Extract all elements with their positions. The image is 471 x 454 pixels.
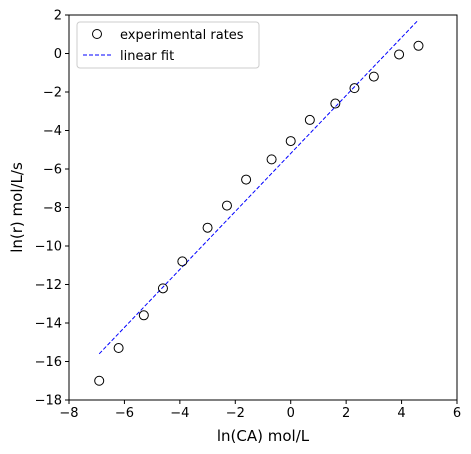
y-tick-label: −4 (43, 124, 62, 139)
data-point (113, 343, 124, 354)
y-tick-label: 2 (54, 9, 62, 24)
y-tick-label: −18 (35, 394, 62, 409)
data-point (94, 375, 105, 386)
plot-frame (68, 14, 458, 401)
data-point (394, 49, 405, 60)
legend-label-experimental-rates: experimental rates (120, 28, 244, 43)
data-point (177, 256, 188, 267)
axis-ticks: −8 −6 −4 −2 0 2 4 6 2 0 −2 −4 −6 −8 −10 −12 −14 −16 −18 (35, 9, 462, 422)
legend-box (76, 21, 260, 69)
x-axis-label: ln(CA) mol/L (217, 427, 310, 445)
data-point (221, 200, 232, 211)
data-point (304, 114, 315, 125)
y-tick-label: −6 (43, 163, 62, 178)
x-tick-label: 0 (287, 406, 295, 421)
data-point (349, 83, 360, 94)
data-point (266, 154, 277, 165)
y-tick-label: −16 (35, 355, 62, 370)
legend-marker-experimental-rates (92, 29, 102, 39)
data-point (285, 136, 296, 147)
y-axis-label: ln(r) mol/L/s (8, 162, 26, 253)
x-tick-label: −2 (226, 406, 245, 421)
fit-line (98, 19, 419, 355)
data-point (202, 222, 213, 233)
x-tick-label: 4 (397, 406, 405, 421)
data-point (413, 40, 424, 51)
y-tick-label: 0 (54, 47, 62, 62)
x-tick-label: −4 (170, 406, 189, 421)
y-tick-label: −2 (43, 86, 62, 101)
data-point (330, 98, 341, 109)
data-point (138, 310, 149, 321)
y-tick-label: −12 (35, 278, 62, 293)
x-tick-label: −6 (115, 406, 134, 421)
legend-label-linear-fit: linear fit (120, 49, 174, 64)
legend: experimental rates linear fit (76, 21, 260, 69)
data-point (157, 283, 168, 294)
plot-area (94, 19, 424, 386)
y-tick-label: −8 (43, 201, 62, 216)
x-tick-label: 6 (453, 406, 461, 421)
data-point (241, 174, 252, 185)
y-tick-label: −10 (35, 240, 62, 255)
y-tick-label: −14 (35, 317, 62, 332)
x-tick-label: −8 (59, 406, 78, 421)
x-tick-label: 2 (342, 406, 350, 421)
data-point (368, 71, 379, 82)
